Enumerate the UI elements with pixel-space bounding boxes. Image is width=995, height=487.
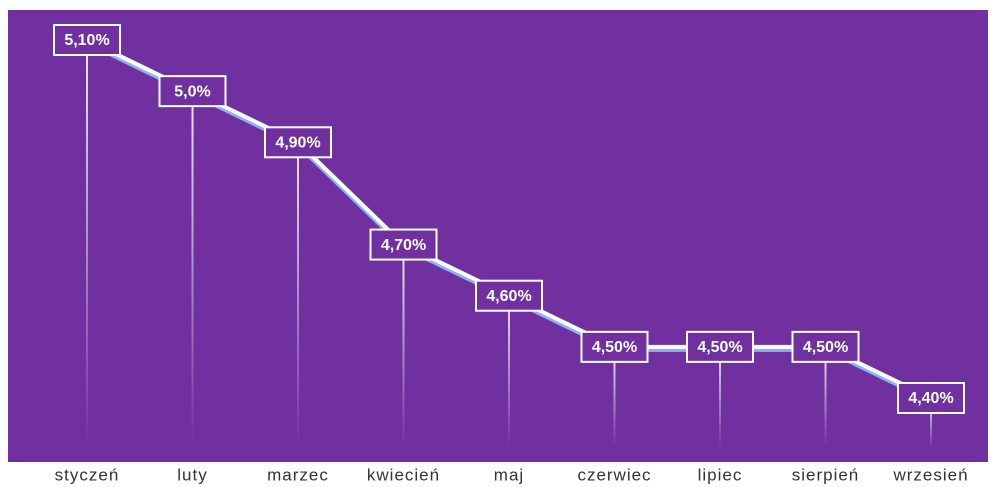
- value-label: 4,50%: [592, 339, 637, 356]
- x-tick-label: wrzesień: [892, 465, 968, 484]
- value-label: 4,40%: [908, 390, 953, 407]
- drop-line: [930, 398, 932, 448]
- value-label: 4,90%: [275, 135, 320, 152]
- x-tick-label: lipiec: [698, 465, 743, 484]
- value-box: [264, 126, 332, 159]
- x-tick-label: sierpień: [792, 465, 860, 484]
- value-box: [791, 330, 860, 363]
- drop-line: [297, 142, 299, 449]
- value-label: 4,60%: [486, 288, 531, 305]
- drop-line: [719, 346, 721, 448]
- drop-line: [508, 295, 510, 448]
- value-label: 5,0%: [174, 83, 210, 100]
- value-box: [53, 24, 121, 56]
- x-tick-label: kwiecień: [367, 465, 440, 484]
- value-label: 5,10%: [64, 32, 109, 49]
- x-tick-label: luty: [177, 465, 207, 484]
- value-label: 4,70%: [381, 237, 426, 254]
- value-label: 4,50%: [803, 339, 848, 356]
- x-tick-label: maj: [494, 465, 524, 484]
- drop-line: [402, 244, 405, 448]
- x-tick-label: marzec: [267, 465, 329, 484]
- value-box: [897, 382, 965, 414]
- drop-line: [86, 40, 88, 448]
- value-label: 4,50%: [697, 339, 742, 356]
- value-box: [475, 279, 543, 312]
- value-box: [580, 330, 649, 363]
- value-box: [686, 330, 754, 363]
- x-tick-label: czerwiec: [577, 465, 651, 484]
- drop-line: [613, 346, 616, 448]
- drop-line: [191, 91, 194, 449]
- drop-line: [824, 346, 827, 448]
- value-box: [369, 228, 438, 261]
- x-tick-label: styczeń: [55, 465, 120, 484]
- value-box: [158, 75, 227, 108]
